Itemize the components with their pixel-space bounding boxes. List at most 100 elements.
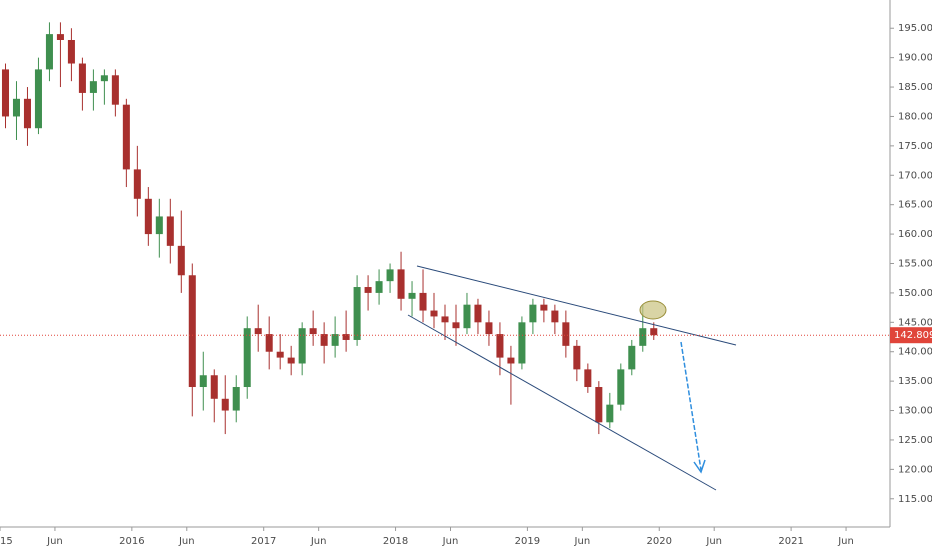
candle-body: [584, 369, 592, 388]
candle-body: [155, 216, 163, 235]
candle-body: [210, 375, 218, 399]
candle-body: [397, 269, 405, 299]
candle-body: [617, 369, 625, 405]
y-tick-label: 125.000: [898, 435, 932, 446]
y-tick-label: 195.000: [898, 23, 932, 34]
x-tick-label: 2015: [0, 536, 13, 547]
candle-body: [452, 322, 460, 329]
y-tick-label: 140.000: [898, 347, 932, 358]
trend-line-lower: [407, 314, 717, 491]
x-tick-label: Jun: [442, 536, 459, 547]
candle-body: [408, 292, 416, 299]
candle-body: [34, 69, 42, 129]
trend-line-upper: [416, 265, 737, 346]
candle-body: [562, 322, 570, 346]
y-tick-label: 120.000: [898, 464, 932, 475]
candle-body: [518, 322, 526, 364]
candle-body: [540, 304, 548, 311]
candle-body: [221, 398, 229, 411]
candle-body: [188, 275, 196, 388]
candle-body: [78, 63, 86, 93]
candle-body: [320, 334, 328, 346]
candle-body: [56, 34, 64, 40]
candle-body: [639, 328, 647, 346]
x-tick-label: Jun: [705, 536, 722, 547]
x-tick-label: 2016: [119, 536, 144, 547]
candle-body: [430, 310, 438, 317]
candle-body: [23, 98, 31, 129]
candle-body: [551, 310, 559, 323]
x-tick-label: Jun: [310, 536, 327, 547]
candle-body: [166, 216, 174, 246]
candle-body: [331, 334, 339, 346]
highlight-ellipse: [639, 300, 667, 320]
candle-body: [276, 351, 284, 358]
candle-body: [507, 357, 515, 364]
x-tick-label: 2020: [647, 536, 672, 547]
candle-body: [254, 328, 262, 335]
candle-body: [628, 345, 636, 370]
candle-body: [287, 357, 295, 364]
x-tick-label: Jun: [574, 536, 591, 547]
arrow-shaft: [680, 341, 702, 471]
candle-body: [309, 328, 317, 335]
candle-body: [606, 404, 614, 423]
candle-body: [111, 75, 119, 105]
candle-body: [573, 345, 581, 370]
candle-body: [364, 287, 372, 293]
candle-body: [265, 334, 273, 352]
candle-body: [1, 69, 10, 117]
candle-body: [419, 292, 427, 311]
candle-body: [133, 169, 141, 199]
candle-body: [122, 104, 130, 170]
candle-body: [298, 328, 306, 364]
x-tick-label: 2019: [515, 536, 540, 547]
candle-body: [177, 245, 185, 276]
candle-body: [375, 281, 383, 293]
candle-body: [650, 328, 658, 336]
candle-body: [45, 34, 53, 70]
candle-body: [496, 334, 504, 358]
y-tick-label: 115.000: [898, 494, 932, 505]
y-tick-label: 145.000: [898, 317, 932, 328]
candle-body: [595, 387, 603, 423]
candle-body: [474, 304, 482, 323]
candle-body: [199, 375, 207, 388]
x-tick-label: Jun: [837, 536, 854, 547]
y-tick-label: 170.000: [898, 170, 932, 181]
y-tick-label: 155.000: [898, 259, 932, 270]
candle-body: [67, 39, 75, 64]
candle-body: [463, 304, 471, 329]
y-tick-label: 160.000: [898, 229, 932, 240]
candle-body: [243, 328, 251, 388]
candle-body: [89, 81, 97, 93]
arrow-head: [693, 459, 706, 474]
last-price-label: 142.809: [894, 330, 932, 341]
x-tick-label: 2017: [251, 536, 276, 547]
candle-body: [100, 75, 108, 82]
y-tick-label: 165.000: [898, 200, 932, 211]
candle-body: [441, 316, 449, 323]
candle-body: [386, 269, 394, 282]
x-tick-label: 2021: [778, 536, 803, 547]
y-tick-label: 185.000: [898, 82, 932, 93]
candle-body: [232, 387, 240, 411]
y-tick-label: 150.000: [898, 288, 932, 299]
x-tick-label: 2018: [383, 536, 408, 547]
y-tick-label: 135.000: [898, 376, 932, 387]
x-tick-label: Jun: [46, 536, 63, 547]
plot-area: [1, 22, 658, 435]
candle-body: [529, 304, 537, 323]
y-tick-label: 190.000: [898, 53, 932, 64]
last-price-box: [890, 327, 932, 344]
y-tick-label: 130.000: [898, 406, 932, 417]
y-tick-label: 175.000: [898, 141, 932, 152]
candle-body: [485, 322, 493, 335]
candle-body: [144, 198, 152, 235]
y-tick-label: 180.000: [898, 111, 932, 122]
candle-body: [353, 287, 361, 340]
candle-body: [12, 98, 20, 117]
candle-body: [342, 334, 350, 340]
